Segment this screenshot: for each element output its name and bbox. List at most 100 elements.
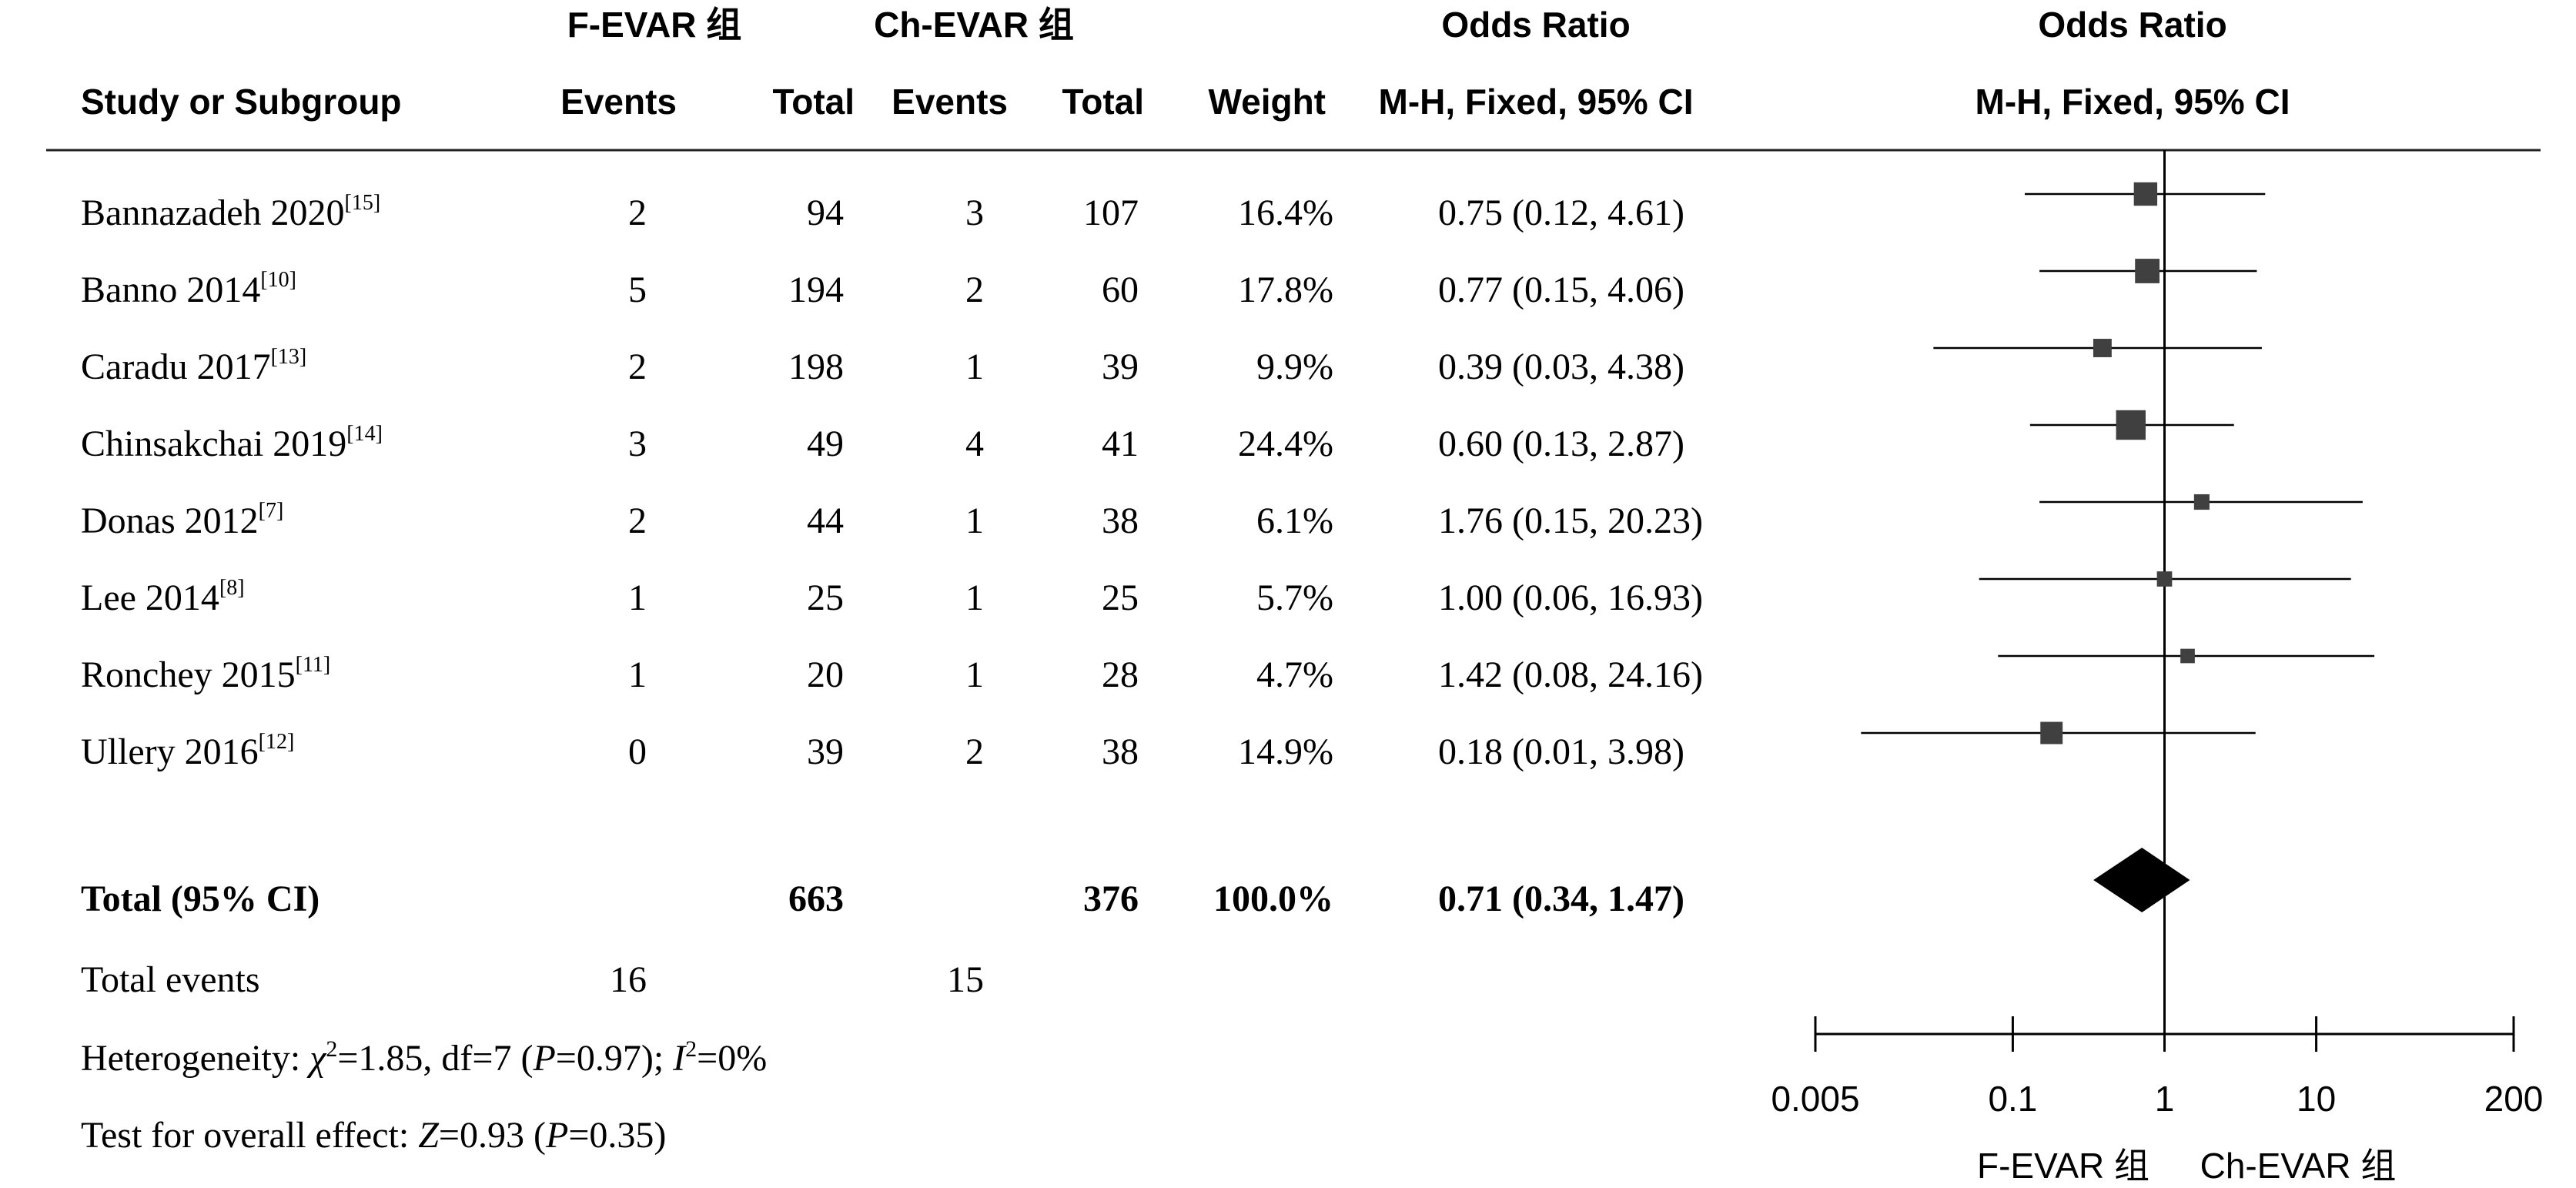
events2-value: 2 bbox=[965, 269, 984, 310]
forest-plot-area: 0.005 0.1 1 10 200 F-EVAR 组 Ch-EVAR 组 bbox=[1771, 150, 2543, 1186]
events1-value: 2 bbox=[628, 346, 647, 387]
weight-value: 4.7% bbox=[1256, 654, 1333, 695]
events1-value: 2 bbox=[628, 192, 647, 233]
weight-value: 5.7% bbox=[1256, 577, 1333, 618]
weight-header: Weight bbox=[1209, 82, 1326, 122]
total1-value: 49 bbox=[807, 423, 844, 464]
total2-value: 60 bbox=[1102, 269, 1139, 310]
or-ci-value: 1.76 (0.15, 20.23) bbox=[1438, 500, 1703, 541]
total1-value: 198 bbox=[788, 346, 844, 387]
total-label: Total (95% CI) bbox=[81, 878, 319, 919]
total2-value: 38 bbox=[1102, 500, 1139, 541]
x-tick-label: 10 bbox=[2297, 1079, 2336, 1119]
group1-header: F-EVAR 组 bbox=[567, 5, 742, 45]
total-events-e1: 16 bbox=[610, 959, 647, 1000]
x-axis-ticks: 0.005 0.1 1 10 200 bbox=[1771, 1016, 2543, 1119]
study-name: Ronchey 2015[11] bbox=[81, 653, 330, 695]
study-row: Ronchey 2015[11] 1 20 1 28 4.7% 1.42 (0.08, 24… bbox=[81, 653, 1703, 695]
events1-value: 3 bbox=[628, 423, 647, 464]
summary-section: Total (95% CI) 663 376 100.0% 0.71 (0.34… bbox=[81, 878, 1684, 1156]
total1-value: 44 bbox=[807, 500, 844, 541]
pooled-diamond bbox=[2093, 848, 2190, 912]
total1-value: 194 bbox=[788, 269, 844, 310]
study-point-square bbox=[2116, 410, 2146, 440]
events2-value: 3 bbox=[965, 192, 984, 233]
or-ci-value: 0.77 (0.15, 4.06) bbox=[1438, 269, 1684, 310]
events2-value: 2 bbox=[965, 731, 984, 772]
study-rows: Bannazadeh 2020[15] 2 94 3 107 16.4% 0.75 (0.1… bbox=[81, 191, 1703, 772]
weight-value: 24.4% bbox=[1238, 423, 1333, 464]
events2-value: 4 bbox=[965, 423, 984, 464]
total1-value: 39 bbox=[807, 731, 844, 772]
or-ci-value: 0.18 (0.01, 3.98) bbox=[1438, 731, 1684, 772]
study-row: Bannazadeh 2020[15] 2 94 3 107 16.4% 0.75 (0.1… bbox=[81, 191, 1684, 233]
study-column-header: Study or Subgroup bbox=[81, 82, 402, 122]
study-row: Lee 2014[8] 1 25 1 25 5.7% 1.00 (0.06, 16.93) bbox=[81, 576, 1703, 618]
or-column-title: Odds Ratio bbox=[1441, 5, 1630, 45]
or-ci-value: 0.39 (0.03, 4.38) bbox=[1438, 346, 1684, 387]
events1-header: Events bbox=[560, 82, 677, 122]
total2-value: 39 bbox=[1102, 346, 1139, 387]
weight-value: 17.8% bbox=[1238, 269, 1333, 310]
weight-value: 14.9% bbox=[1238, 731, 1333, 772]
total2-value: 38 bbox=[1102, 731, 1139, 772]
study-name: Banno 2014[10] bbox=[81, 268, 296, 310]
x-tick-label: 0.1 bbox=[1988, 1079, 2037, 1119]
weight-value: 6.1% bbox=[1256, 500, 1333, 541]
total2-value: 25 bbox=[1102, 577, 1139, 618]
study-row: Ullery 2016[12] 0 39 2 38 14.9% 0.18 (0.01, 3.… bbox=[81, 730, 1684, 772]
total-t2: 376 bbox=[1083, 878, 1139, 919]
study-point-square bbox=[2093, 339, 2112, 357]
x-tick-label: 1 bbox=[2155, 1079, 2175, 1119]
study-row: Caradu 2017[13] 2 198 1 39 9.9% 0.39 (0.03, 4.… bbox=[81, 345, 1684, 387]
study-markers bbox=[1861, 182, 2375, 912]
total-or: 0.71 (0.34, 1.47) bbox=[1438, 878, 1684, 919]
weight-value: 16.4% bbox=[1238, 192, 1333, 233]
favours-left-label: F-EVAR 组 bbox=[1977, 1146, 2149, 1186]
or-method-header: M-H, Fixed, 95% CI bbox=[1379, 82, 1694, 122]
study-row: Banno 2014[10] 5 194 2 60 17.8% 0.77 (0.15, 4.… bbox=[81, 268, 1684, 310]
study-point-square bbox=[2135, 259, 2160, 283]
study-point-square bbox=[2180, 648, 2195, 664]
total-weight: 100.0% bbox=[1213, 878, 1333, 919]
events2-value: 1 bbox=[965, 577, 984, 618]
or-ci-value: 0.60 (0.13, 2.87) bbox=[1438, 423, 1684, 464]
favours-right-label: Ch-EVAR 组 bbox=[2200, 1146, 2397, 1186]
plot-method-header: M-H, Fixed, 95% CI bbox=[1975, 82, 2290, 122]
total2-header: Total bbox=[1062, 82, 1144, 122]
total1-value: 94 bbox=[807, 192, 844, 233]
study-point-square bbox=[2193, 494, 2210, 510]
total2-value: 28 bbox=[1102, 654, 1139, 695]
total-events-e2: 15 bbox=[947, 959, 984, 1000]
overall-effect-stat: Test for overall effect: Z=0.93 (P=0.35) bbox=[81, 1115, 666, 1156]
group2-header: Ch-EVAR 组 bbox=[874, 5, 1074, 45]
or-ci-value: 0.75 (0.12, 4.61) bbox=[1438, 192, 1684, 233]
events1-value: 0 bbox=[628, 731, 647, 772]
events1-value: 2 bbox=[628, 500, 647, 541]
study-row: Chinsakchai 2019[14] 3 49 4 41 24.4% 0.60 (0.1… bbox=[81, 422, 1684, 464]
weight-value: 9.9% bbox=[1256, 346, 1333, 387]
events1-value: 1 bbox=[628, 577, 647, 618]
total1-header: Total bbox=[773, 82, 855, 122]
events1-value: 1 bbox=[628, 654, 647, 695]
study-name: Caradu 2017[13] bbox=[81, 345, 306, 387]
total-events-label: Total events bbox=[81, 959, 260, 1000]
study-name: Chinsakchai 2019[14] bbox=[81, 422, 383, 464]
events1-value: 5 bbox=[628, 269, 647, 310]
total2-value: 41 bbox=[1102, 423, 1139, 464]
study-name: Bannazadeh 2020[15] bbox=[81, 191, 380, 233]
or-ci-value: 1.00 (0.06, 16.93) bbox=[1438, 577, 1703, 618]
x-tick-label: 200 bbox=[2484, 1079, 2544, 1119]
total1-value: 25 bbox=[807, 577, 844, 618]
study-name: Ullery 2016[12] bbox=[81, 730, 294, 772]
events2-header: Events bbox=[892, 82, 1008, 122]
events2-value: 1 bbox=[965, 500, 984, 541]
events2-value: 1 bbox=[965, 654, 984, 695]
table-header: F-EVAR 组 Ch-EVAR 组 Odds Ratio Odds Ratio… bbox=[46, 5, 2541, 152]
study-point-square bbox=[2040, 721, 2063, 745]
study-point-square bbox=[2133, 182, 2158, 206]
study-row: Donas 2012[7] 2 44 1 38 6.1% 1.76 (0.15, 20.23… bbox=[81, 499, 1703, 541]
heterogeneity-stat: Heterogeneity: χ2=1.85, df=7 (P=0.97); I… bbox=[81, 1036, 767, 1079]
total2-value: 107 bbox=[1083, 192, 1139, 233]
